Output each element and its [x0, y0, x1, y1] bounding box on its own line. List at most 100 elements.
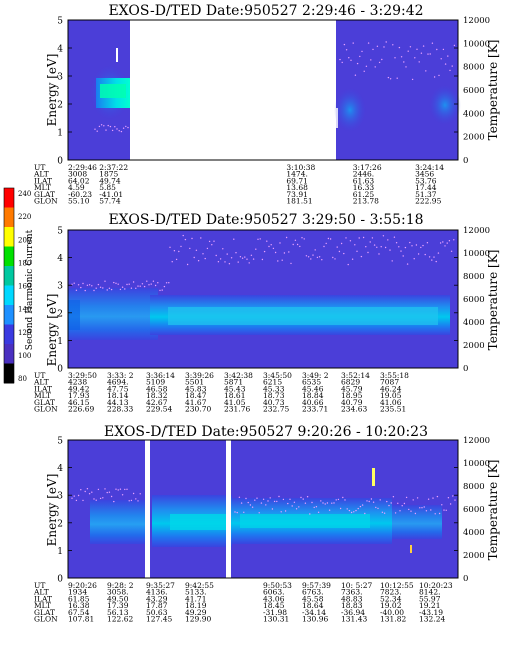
temperature-point	[211, 244, 213, 246]
temperature-point	[410, 510, 412, 512]
orbit-value: 2:29:46	[68, 163, 97, 172]
temperature-point	[450, 250, 453, 252]
temperature-point	[282, 498, 285, 501]
temperature-point	[110, 288, 113, 291]
temperature-point	[159, 289, 161, 292]
orbit-row-label: GLON	[34, 615, 58, 624]
temperature-point	[265, 504, 267, 506]
orbit-value: 47.75	[107, 384, 129, 393]
colorbar-tick-label: 200	[18, 236, 31, 244]
temperature-point	[146, 280, 148, 282]
orbit-value: 235.51	[380, 405, 406, 414]
temperature-point	[383, 46, 385, 48]
temperature-point	[215, 254, 217, 257]
temperature-point	[420, 52, 423, 54]
orbit-value: 55.10	[68, 197, 90, 206]
temperature-point	[454, 499, 456, 501]
y-tick-label: 2	[57, 309, 63, 319]
temperature-point	[414, 57, 416, 59]
temperature-point	[403, 502, 406, 505]
temperature-point	[391, 260, 393, 262]
temperature-point	[383, 512, 386, 514]
colorbar-swatch	[4, 266, 14, 286]
temperature-point	[108, 491, 111, 493]
temperature-point	[287, 502, 289, 505]
orbit-value: 44.13	[107, 398, 129, 407]
temperature-point	[118, 130, 120, 132]
orbit-value: 9:28: 2	[107, 581, 134, 590]
y-tick-label: 5	[57, 437, 63, 447]
temperature-point	[165, 282, 168, 284]
orbit-value: 127.45	[146, 615, 172, 624]
temperature-point	[103, 125, 105, 127]
temperature-point	[451, 65, 453, 67]
orbit-value: 213.78	[353, 197, 379, 206]
y-tick-label-right: 8000	[463, 63, 485, 73]
orbit-value: 41.67	[185, 398, 207, 407]
temperature-point	[128, 283, 130, 285]
y-tick-label: 1	[57, 547, 63, 557]
temperature-point	[352, 42, 354, 44]
orbit-value: -43.19	[419, 608, 443, 617]
orbit-value: -36.94	[341, 608, 365, 617]
temperature-point	[397, 502, 399, 504]
orbit-value: 10:20:23	[419, 581, 453, 590]
temperature-point	[171, 261, 173, 263]
temperature-point	[251, 506, 254, 508]
temperature-point	[104, 280, 106, 282]
panel-3-gap-2	[226, 440, 231, 578]
colorbar-tick-label: 240	[18, 190, 31, 198]
temperature-point	[438, 74, 440, 77]
colorbar-label: Second Harmonic Current	[25, 229, 35, 350]
temperature-point	[219, 258, 222, 260]
y-tick-label: 0	[57, 365, 63, 375]
temperature-point	[442, 241, 444, 243]
colorbar-swatch	[4, 207, 14, 228]
orbit-row-label: UT	[34, 163, 45, 172]
orbit-value: 41.05	[224, 398, 246, 407]
temperature-point	[348, 509, 351, 512]
orbit-value: 17.87	[146, 601, 168, 610]
orbit-value: -60.23	[68, 190, 92, 199]
temperature-point	[387, 76, 390, 79]
panel-3: EXOS-D/TED Date:950527 9:20:26 - 10:20:2…	[33, 424, 500, 624]
temperature-point	[139, 493, 141, 495]
colorbar-swatch	[4, 363, 14, 384]
temperature-point	[143, 285, 146, 288]
temperature-point	[350, 59, 352, 61]
orbit-value: 226.69	[68, 405, 94, 414]
orbit-value: 43.06	[263, 594, 285, 603]
orbit-value: 51.37	[415, 190, 437, 199]
orbit-value: 131.82	[380, 615, 406, 624]
temperature-point	[241, 257, 244, 259]
temperature-point	[338, 250, 341, 253]
orbit-value: 3:17:26	[353, 163, 382, 172]
temperature-point	[88, 493, 91, 495]
y-tick-label-right: 6000	[463, 295, 485, 305]
orbit-value: 3:10:38	[286, 163, 315, 172]
temperature-point	[327, 237, 330, 240]
orbit-value: 229.54	[146, 405, 172, 414]
temperature-point	[213, 240, 215, 242]
temperature-point	[418, 61, 420, 63]
temperature-point	[449, 503, 452, 505]
orbit-value: 56.13	[107, 608, 129, 617]
colorbar-frame	[3, 187, 15, 384]
temperature-point	[309, 513, 311, 515]
temperature-point	[392, 496, 395, 498]
orbit-value: 40.73	[263, 398, 285, 407]
temperature-point	[395, 242, 398, 244]
orbit-value: 5133.	[185, 588, 206, 597]
panel-1-ylabel-right: Temperature [K]	[486, 40, 500, 141]
temperature-point	[191, 237, 193, 240]
orbit-value: 9:42:55	[185, 581, 214, 590]
y-tick-label-right: 6000	[463, 505, 485, 515]
orbit-value: 3:39:26	[185, 371, 214, 380]
orbit-value: 61.85	[68, 594, 90, 603]
orbit-value: 9:20:26	[68, 581, 97, 590]
temperature-point	[444, 63, 447, 65]
orbit-value: 230.70	[185, 405, 211, 414]
temperature-point	[86, 284, 89, 286]
temperature-point	[189, 247, 191, 250]
temperature-point	[224, 261, 226, 263]
